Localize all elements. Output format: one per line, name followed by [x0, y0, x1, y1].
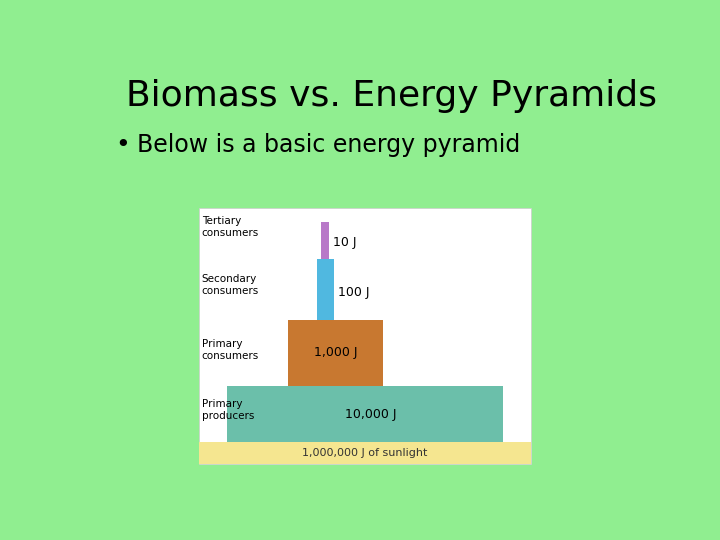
Text: 1,000,000 J of sunlight: 1,000,000 J of sunlight: [302, 448, 428, 458]
Bar: [227, 386, 503, 442]
Bar: [288, 320, 383, 386]
Text: 10 J: 10 J: [333, 236, 357, 249]
Bar: [199, 442, 531, 464]
Bar: [199, 208, 531, 464]
Text: 100 J: 100 J: [338, 286, 370, 299]
Text: 10,000 J: 10,000 J: [345, 408, 396, 421]
Text: •: •: [115, 133, 130, 157]
Text: Below is a basic energy pyramid: Below is a basic energy pyramid: [138, 133, 521, 157]
Text: Tertiary
consumers: Tertiary consumers: [202, 216, 259, 238]
Text: 1,000 J: 1,000 J: [314, 347, 357, 360]
Bar: [321, 222, 329, 259]
Bar: [317, 259, 334, 320]
Text: Biomass vs. Energy Pyramids: Biomass vs. Energy Pyramids: [126, 79, 657, 113]
Text: Primary
consumers: Primary consumers: [202, 339, 259, 361]
Text: Secondary
consumers: Secondary consumers: [202, 274, 259, 296]
Text: Primary
producers: Primary producers: [202, 399, 254, 421]
